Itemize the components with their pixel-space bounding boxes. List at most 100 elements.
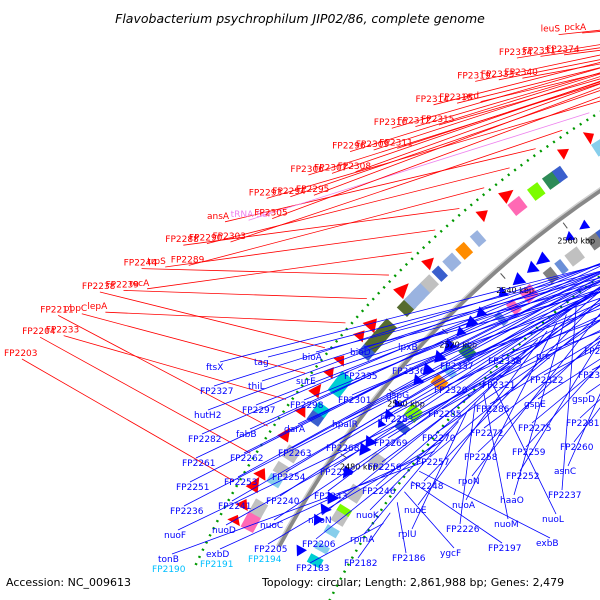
skew-block xyxy=(441,363,457,379)
reverse-gene-label: FP2283 xyxy=(380,415,414,425)
reverse-leader xyxy=(267,270,600,358)
reverse-gene-label: thiL xyxy=(248,382,265,392)
reverse-gene-label: FP2182 xyxy=(344,559,378,569)
gc-block xyxy=(507,195,528,216)
reverse-leader xyxy=(459,402,476,525)
reverse-leader xyxy=(525,364,600,448)
reverse-leader xyxy=(381,299,600,463)
reverse-gene-label: FP2183 xyxy=(296,564,330,574)
tick-label: 2540 kbp xyxy=(496,286,534,295)
forward-gene-label: FP2294 xyxy=(272,187,306,197)
reverse-leader xyxy=(495,330,600,381)
reverse-leader xyxy=(531,366,600,424)
reverse-gene-label: fabB xyxy=(236,430,257,440)
reverse-leader xyxy=(357,288,600,372)
reverse-gene-label: FP2268 xyxy=(326,444,360,454)
skew-block xyxy=(323,524,340,539)
forward-leader xyxy=(224,148,536,223)
skew-block xyxy=(306,553,324,569)
reverse-gene xyxy=(359,442,372,456)
forward-leader xyxy=(39,336,251,454)
reverse-gene-label: FP2272 xyxy=(470,429,504,439)
reverse-gene-label: FP2254 xyxy=(272,473,306,483)
forward-gene xyxy=(245,476,260,494)
reverse-leader xyxy=(387,304,600,439)
backbone-highlight xyxy=(276,187,600,547)
reverse-leader xyxy=(195,265,600,459)
reverse-gene-label: gspG xyxy=(386,391,409,401)
reverse-gene-label: FP2275 xyxy=(518,424,552,434)
reverse-gene-label: exbD xyxy=(206,550,229,560)
reverse-gene-label: FP2256 xyxy=(368,463,402,473)
feature-tracks xyxy=(227,132,600,569)
reverse-gene xyxy=(456,326,467,337)
reverse-gene-label: FP2191 xyxy=(200,560,234,570)
forward-leader xyxy=(391,67,600,129)
reverse-gene-label: FP2257 xyxy=(416,458,450,468)
skew-block xyxy=(542,266,560,284)
tick-mark xyxy=(500,273,506,279)
reverse-gene-label: FP2337 xyxy=(440,362,474,372)
gc-block xyxy=(420,274,440,294)
reverse-leader xyxy=(405,297,600,367)
gc-block xyxy=(281,444,301,464)
reverse-leader xyxy=(357,512,391,559)
gc-block xyxy=(373,318,398,343)
reverse-leader xyxy=(417,330,548,506)
reverse-gene xyxy=(313,513,325,526)
reverse-gene-label: FP2321 xyxy=(482,381,516,391)
reverse-gene-label: FP2320 xyxy=(434,386,468,396)
reverse-gene-label: FP2206 xyxy=(302,540,336,550)
forward-gene-label: FP2374 xyxy=(546,45,580,55)
reverse-leader xyxy=(207,263,600,411)
forward-leader xyxy=(480,72,600,102)
reverse-leader xyxy=(291,280,600,449)
reverse-gene xyxy=(378,418,387,428)
forward-leader xyxy=(188,187,485,266)
forward-gene-label: FP2211 xyxy=(40,305,74,315)
forward-leader xyxy=(81,313,306,374)
reverse-gene-label: ygcF xyxy=(440,549,461,559)
reverse-gene-label: lpxB xyxy=(398,343,418,353)
reverse-leader xyxy=(171,460,427,555)
reverse-leader xyxy=(429,314,600,458)
reverse-leader xyxy=(519,340,600,472)
gc-block xyxy=(272,460,291,478)
backbone-ring xyxy=(276,187,600,548)
skew-block xyxy=(314,541,330,555)
reverse-gene xyxy=(498,286,509,297)
reverse-gene-label: FP2336 xyxy=(392,367,426,377)
forward-gene xyxy=(582,132,594,145)
reverse-leader xyxy=(441,319,600,410)
forward-gene-label: lepA xyxy=(87,302,108,312)
reverse-leader xyxy=(201,263,600,435)
reverse-leader xyxy=(309,523,384,564)
forward-leader xyxy=(165,229,436,268)
reverse-gene-label: tag xyxy=(254,358,269,368)
forward-leader xyxy=(248,112,590,221)
gc-block xyxy=(248,498,269,519)
forward-gene-label: FP2295 xyxy=(296,185,330,195)
reverse-leader xyxy=(339,291,600,444)
reverse-gene-label: FP2323 xyxy=(578,371,600,381)
forward-leader xyxy=(433,62,600,106)
gc-block xyxy=(469,230,487,248)
reverse-gene-label: FP2240 xyxy=(266,497,300,507)
forward-gene xyxy=(253,468,266,481)
forward-gene-label: recA xyxy=(129,279,150,289)
reverse-gene xyxy=(296,544,307,557)
forward-gene-label: FP2233 xyxy=(46,326,80,336)
reverse-leader xyxy=(279,286,600,497)
forward-leader xyxy=(21,358,234,482)
reverse-leader xyxy=(333,288,600,468)
reverse-gene-label: FP2343 xyxy=(584,347,600,357)
reverse-leader xyxy=(418,470,551,539)
reverse-gene-label: nuoL xyxy=(542,515,564,525)
tick-mark xyxy=(562,222,568,229)
reverse-gene-label: nuoA xyxy=(452,501,476,511)
reverse-gene-label: darA xyxy=(284,425,306,435)
forward-gene-label: FP2309 xyxy=(356,140,390,150)
reverse-gene-label: FP2261 xyxy=(182,459,216,469)
rings xyxy=(194,110,600,600)
tick-mark xyxy=(340,453,347,459)
